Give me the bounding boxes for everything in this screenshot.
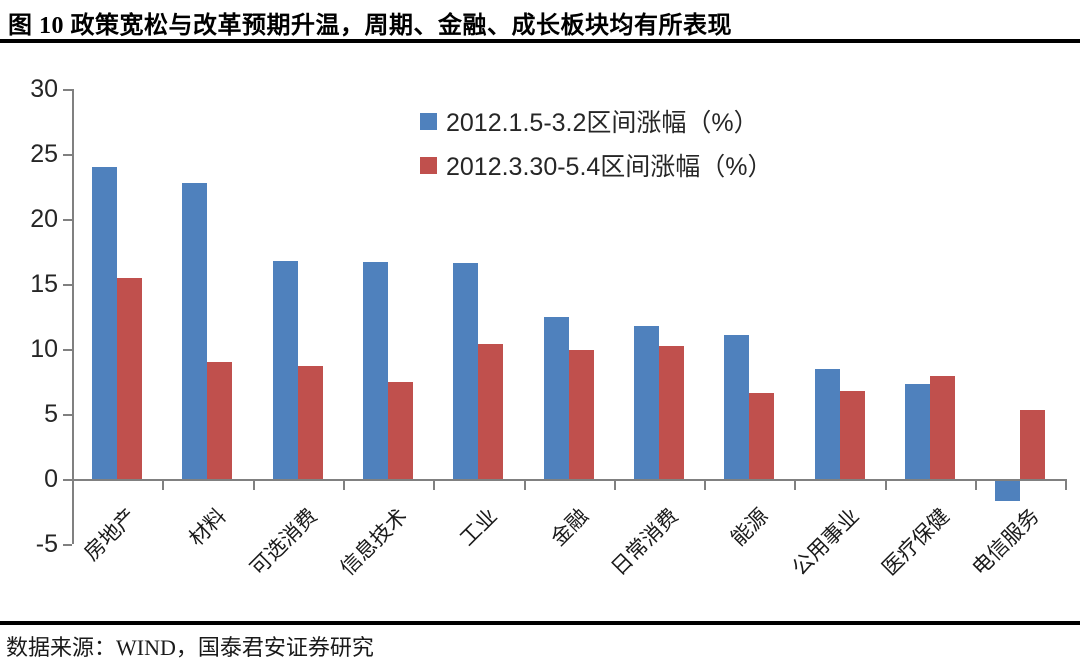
x-axis-label: 日常消费 — [606, 503, 683, 581]
y-axis-tick — [63, 414, 72, 416]
legend-label-series1: 2012.1.5-3.2区间涨幅（%） — [446, 109, 759, 137]
y-axis-tick-label: 20 — [30, 205, 58, 233]
y-axis-tick-label: -5 — [35, 530, 58, 558]
x-axis-label: 金融 — [545, 503, 593, 551]
bar-房地产-series1 — [92, 167, 118, 479]
y-axis-tick-label: 5 — [44, 400, 58, 428]
bar-日常消费-series2 — [658, 346, 684, 479]
bar-信息技术-series1 — [363, 261, 389, 479]
y-axis-tick — [63, 544, 72, 546]
bar-能源-series1 — [724, 334, 750, 479]
x-axis-tick — [1065, 479, 1068, 490]
legend-swatch-series1-icon — [420, 112, 437, 130]
y-axis-tick-label: 10 — [30, 335, 58, 363]
x-axis-label: 电信服务 — [967, 503, 1044, 581]
y-axis-tick — [63, 219, 72, 221]
y-axis-tick-label: 25 — [30, 140, 58, 168]
title-rule — [0, 39, 1080, 43]
x-axis-tick — [342, 479, 345, 490]
bar-能源-series2 — [749, 393, 775, 479]
y-axis-tick — [63, 154, 72, 156]
bar-金融-series2 — [568, 350, 594, 479]
x-axis-tick — [252, 479, 255, 490]
x-axis-label: 信息技术 — [335, 503, 412, 581]
x-axis-tick — [523, 479, 526, 490]
x-axis-label: 公用事业 — [786, 503, 864, 581]
y-axis-line — [72, 89, 74, 544]
bar-电信服务-series1 — [995, 481, 1021, 501]
x-axis-tick — [72, 479, 74, 490]
bar-信息技术-series2 — [388, 381, 414, 479]
x-axis-tick — [162, 479, 165, 490]
y-axis-tick-label: 0 — [44, 465, 58, 493]
x-axis-tick — [613, 479, 616, 490]
bar-医疗保健-series2 — [929, 376, 955, 479]
bar-金融-series1 — [543, 316, 569, 479]
y-axis-tick — [63, 349, 72, 351]
x-axis-tick — [704, 479, 707, 490]
legend-label-series2: 2012.3.30-5.4区间涨幅（%） — [446, 153, 773, 181]
bar-公用事业-series1 — [814, 368, 840, 479]
x-axis-tick — [975, 479, 977, 490]
source-note: 数据来源：WIND，国泰君安证券研究 — [6, 635, 374, 659]
bar-可选消费-series2 — [297, 365, 323, 479]
bar-材料-series1 — [182, 182, 208, 479]
bar-电信服务-series2 — [1020, 410, 1046, 479]
figure-title: 图 10 政策宽松与改革预期升温，周期、金融、成长板块均有所表现 — [8, 13, 732, 39]
x-axis-label: 医疗保健 — [877, 503, 954, 581]
legend-item: 2012.1.5-3.2区间涨幅（%） — [420, 108, 759, 137]
x-axis-line — [72, 479, 1066, 481]
bar-工业-series2 — [478, 343, 504, 479]
bar-医疗保健-series1 — [904, 384, 930, 479]
y-axis-tick-label: 30 — [30, 75, 58, 103]
y-axis-tick — [63, 89, 72, 91]
y-axis-tick-label: 15 — [30, 270, 58, 298]
x-axis-tick — [794, 479, 797, 490]
x-axis-label: 房地产 — [79, 503, 141, 566]
bar-日常消费-series1 — [633, 325, 659, 479]
y-axis-tick — [63, 479, 72, 481]
bar-工业-series1 — [453, 263, 479, 479]
bar-材料-series2 — [207, 362, 233, 479]
bar-公用事业-series2 — [839, 390, 865, 479]
footer-rule — [0, 621, 1080, 625]
x-axis-label: 工业 — [455, 503, 503, 551]
x-axis-label: 能源 — [726, 503, 774, 551]
x-axis-tick — [433, 479, 436, 490]
x-axis-label: 可选消费 — [245, 503, 322, 581]
bar-房地产-series2 — [117, 277, 143, 479]
legend-swatch-series2-icon — [420, 156, 437, 174]
legend-item: 2012.3.30-5.4区间涨幅（%） — [420, 152, 773, 181]
x-axis-label: 材料 — [184, 503, 232, 551]
bar-chart-plot-area: 30 25 20 15 10 5 0 -5 房地产 材料 可选消费 信息技术 工业 金融 日常消费 能源 公用事… — [0, 44, 1080, 614]
x-axis-tick — [884, 479, 887, 490]
y-axis-tick — [63, 284, 72, 286]
bar-可选消费-series1 — [272, 260, 298, 479]
